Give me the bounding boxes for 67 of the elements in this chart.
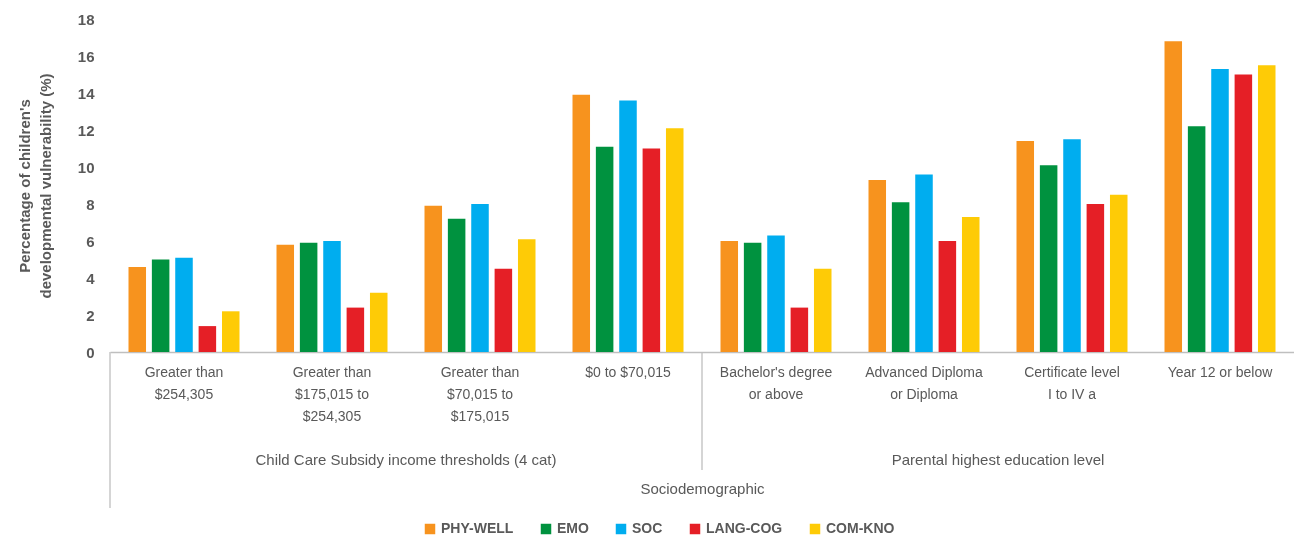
- bar: [595, 146, 614, 352]
- bar: [813, 268, 832, 352]
- bar: [915, 174, 933, 352]
- bar: [276, 244, 295, 352]
- bar: [1164, 41, 1183, 352]
- legend-label: COM-KNO: [826, 520, 895, 536]
- bar: [151, 259, 170, 352]
- bar: [221, 311, 240, 352]
- legend-label: EMO: [557, 520, 589, 536]
- x-tick-label: Bachelor's degree or above: [719, 363, 833, 402]
- legend-label: PHY-WELL: [441, 520, 514, 536]
- y-tick-label: 18: [77, 10, 95, 28]
- y-tick-label: 6: [86, 232, 95, 250]
- bar: [790, 307, 809, 352]
- bar: [619, 100, 637, 352]
- y-tick-label: 14: [77, 84, 96, 102]
- bar: [517, 239, 536, 352]
- bar: [346, 307, 365, 352]
- bar: [891, 202, 910, 352]
- bar: [1234, 74, 1253, 352]
- bar: [424, 205, 443, 352]
- y-tick-label: 0: [86, 343, 95, 361]
- bar: [1039, 165, 1058, 352]
- legend-label: SOC: [632, 520, 663, 536]
- bar: [128, 266, 147, 352]
- x-axis-title: Sociodemographic: [640, 479, 766, 497]
- x-tick-label: Advanced Diploma or Diploma: [865, 363, 983, 402]
- bar: [868, 179, 887, 352]
- bar: [665, 128, 684, 352]
- bar: [642, 148, 661, 352]
- bar: [767, 235, 785, 352]
- bar: [572, 94, 591, 352]
- text: Parental highest education level: [891, 451, 1105, 468]
- bar: [447, 218, 466, 352]
- text: Child Care Subsidy income thresholds (4 cat): [255, 451, 557, 468]
- bar: [743, 242, 762, 352]
- x-tick-label: Greater than $70,015 to $175,015: [440, 363, 520, 424]
- bar: [1016, 141, 1035, 352]
- bar: [938, 241, 957, 352]
- y-tick-label: 8: [86, 195, 95, 213]
- y-tick-label: 2: [86, 306, 95, 324]
- bar: [299, 242, 318, 352]
- bar: [1257, 65, 1276, 352]
- bar: [471, 204, 489, 352]
- bar: [1187, 126, 1206, 352]
- x-tick-label: Year 12 or below: [1167, 363, 1274, 380]
- bar: [1109, 194, 1128, 352]
- x-tick-label: Greater than $175,015 to $254,305: [292, 363, 372, 424]
- y-tick-label: 12: [77, 121, 95, 139]
- x-tick-label: Certificate level I to IV a: [1024, 363, 1120, 402]
- x-tick-label: Greater than $254,305: [144, 363, 224, 402]
- bar: [323, 241, 341, 352]
- legend-label: LANG-COG: [706, 520, 783, 536]
- bar: [1211, 68, 1229, 352]
- bar: [1063, 139, 1081, 352]
- bar: [494, 268, 513, 352]
- bar: [720, 241, 739, 352]
- y-axis-title: Percentage of children's developmental vulnerability (%): [15, 73, 54, 299]
- x-tick-label: $0 to $70,015: [585, 363, 672, 380]
- y-tick-label: 4: [86, 269, 96, 287]
- bar: [961, 216, 980, 352]
- bar: [369, 292, 388, 352]
- y-tick-label: 10: [77, 158, 95, 176]
- bar: [198, 326, 217, 352]
- y-tick-label: 16: [77, 47, 95, 65]
- bar: [175, 257, 193, 352]
- bar: [1086, 204, 1105, 352]
